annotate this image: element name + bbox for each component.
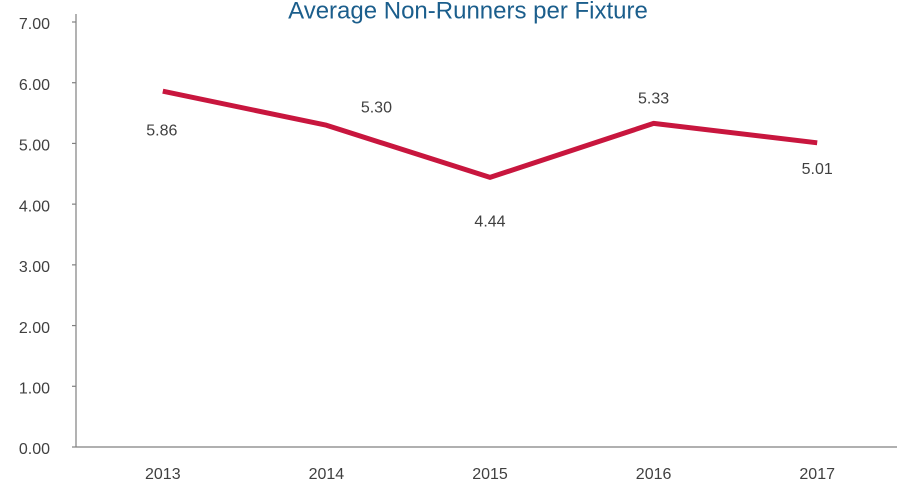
x-tick-label: 2016 xyxy=(636,466,672,483)
y-tick-label: 2.00 xyxy=(19,320,50,337)
data-label: 5.33 xyxy=(638,91,669,108)
y-tick-label: 7.00 xyxy=(19,16,50,33)
line-series xyxy=(162,88,818,180)
y-tick-label: 0.00 xyxy=(19,441,50,458)
x-tick-label: 2015 xyxy=(472,466,508,483)
y-tick-label: 6.00 xyxy=(19,77,50,94)
y-tick-label: 3.00 xyxy=(19,259,50,276)
x-tick-label: 2013 xyxy=(145,466,181,483)
data-label: 5.01 xyxy=(802,161,833,178)
x-tick-label: 2014 xyxy=(309,466,345,483)
x-tick-label: 2017 xyxy=(799,466,835,483)
y-tick-label: 5.00 xyxy=(19,138,50,155)
chart-title: Average Non-Runners per Fixture xyxy=(288,0,648,24)
y-tick-label: 1.00 xyxy=(19,381,50,398)
data-label: 5.30 xyxy=(361,99,392,116)
data-label: 4.44 xyxy=(474,214,505,231)
y-tick-label: 4.00 xyxy=(19,198,50,215)
data-label: 5.86 xyxy=(146,122,177,139)
